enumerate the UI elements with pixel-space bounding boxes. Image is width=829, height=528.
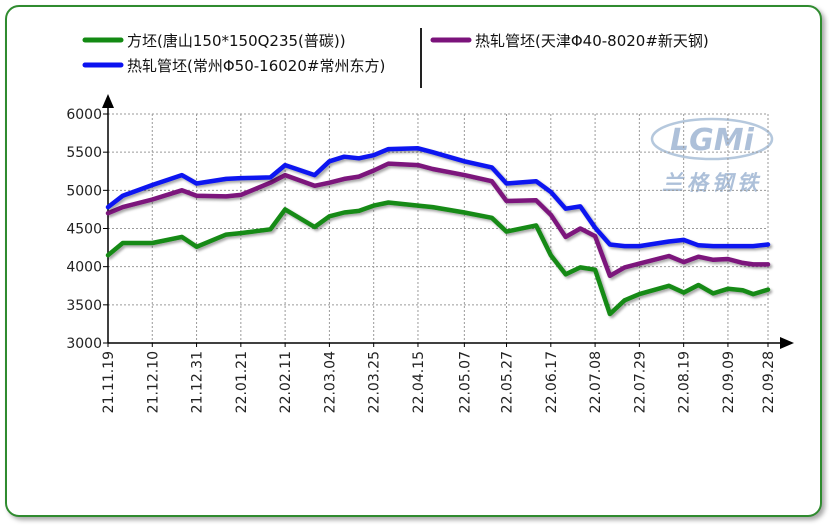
lgmi-watermark: LGMi 兰格钢铁	[650, 117, 774, 195]
y-tick-label: 5000	[66, 183, 102, 199]
watermark-subtitle: 兰格钢铁	[662, 171, 762, 195]
series-line-0	[105, 200, 771, 317]
legend-item-2: 热轧管坯(常州Φ50-16020#常州东方)	[82, 57, 385, 75]
watermark-logo: LGMi	[670, 123, 755, 158]
x-tick-label: 21.12.10	[145, 351, 161, 413]
series-lines	[105, 146, 771, 317]
x-tick-label: 22.01.21	[234, 351, 250, 413]
x-tick-label: 22.04.15	[411, 351, 427, 413]
y-tick-label: 4500	[66, 222, 102, 238]
x-tick-label: 22.09.09	[721, 351, 737, 413]
watermark-ellipse	[650, 117, 774, 161]
legend-item-1: 热轧管坯(天津Φ40-8020#新天钢)	[430, 32, 709, 50]
x-tick-labels: 21.11.19 21.12.10 21.12.31 22.01.21 22.02.11…	[101, 343, 777, 413]
y-tick-labels: 3000 3500 4000 4500 5000 5500 6000	[66, 107, 108, 352]
series-line-1	[105, 161, 771, 279]
x-tick-label: 22.03.25	[367, 351, 383, 413]
x-tick-label: 22.08.19	[677, 351, 693, 413]
x-tick-label: 21.11.19	[101, 351, 117, 413]
x-tick-label: 22.05.07	[457, 351, 473, 413]
y-tick-label: 5500	[66, 145, 102, 161]
legend-label: 方坯(唐山150*150Q235(普碳))	[127, 32, 346, 50]
y-tick-label: 4000	[66, 260, 102, 276]
y-tick-label: 3500	[66, 298, 102, 314]
x-tick-label: 22.07.29	[632, 351, 648, 413]
legend-item-0: 方坯(唐山150*150Q235(普碳))	[82, 32, 346, 50]
y-tick-label: 3000	[66, 336, 102, 352]
x-tick-label: 22.05.27	[500, 351, 516, 413]
series-line-2	[105, 146, 771, 249]
x-tick-label: 22.02.11	[278, 351, 294, 413]
y-tick-label: 6000	[66, 107, 102, 123]
y-axis-arrow	[102, 94, 114, 108]
x-axis-arrow	[780, 337, 794, 349]
x-tick-label: 22.07.08	[588, 351, 604, 413]
x-tick-label: 22.03.04	[322, 351, 338, 413]
legend-label: 热轧管坯(常州Φ50-16020#常州东方)	[127, 57, 385, 75]
grid-lines	[108, 113, 769, 343]
legend-label: 热轧管坯(天津Φ40-8020#新天钢)	[475, 32, 709, 50]
x-tick-label: 21.12.31	[190, 351, 206, 413]
x-tick-label: 22.06.17	[544, 351, 560, 413]
axes	[102, 94, 794, 349]
x-tick-label: 22.09.28	[761, 351, 777, 413]
legend: 方坯(唐山150*150Q235(普碳)) 热轧管坯(天津Φ40-8020#新天钢…	[82, 28, 709, 88]
